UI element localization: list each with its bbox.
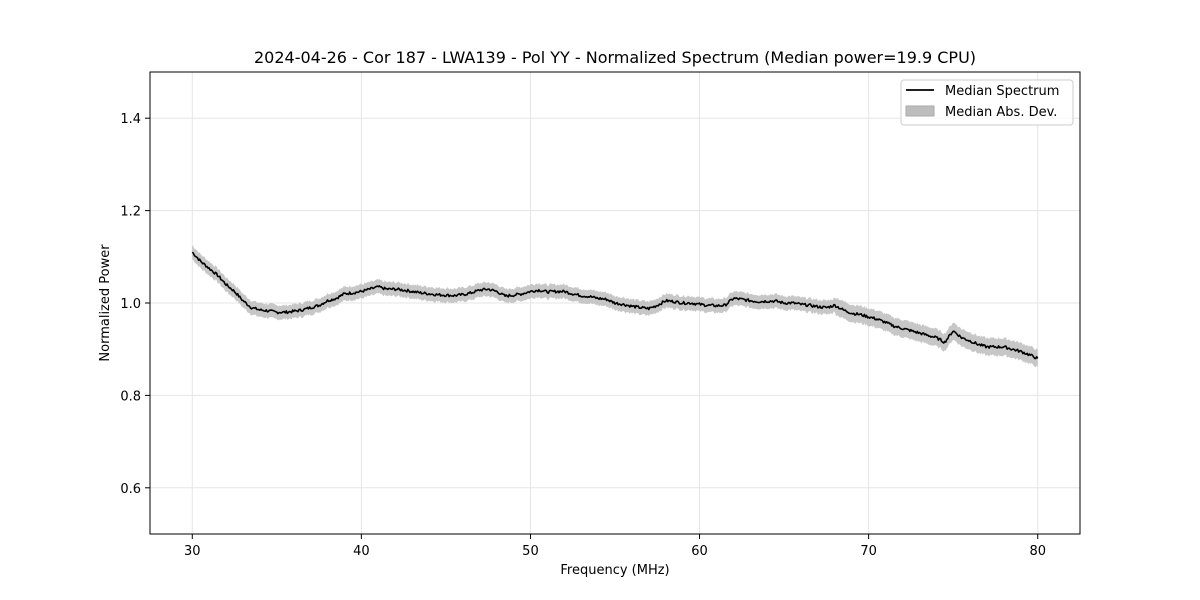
median-line-layer [191,251,1039,360]
x-tick-label: 30 [184,544,201,559]
legend-band-swatch [905,105,935,117]
legend: Median Spectrum Median Abs. Dev. [900,79,1074,126]
mad-band [192,245,1038,368]
legend-box [900,79,1074,126]
y-tick-label: 0.8 [120,389,141,404]
x-tick-label: 50 [522,544,539,559]
mad-band-layer [192,245,1038,368]
x-axis-label: Frequency (MHz) [560,563,669,578]
legend-label-mad: Median Abs. Dev. [945,105,1057,120]
y-tick-label: 0.6 [120,482,141,497]
x-tick-label: 80 [1029,544,1046,559]
y-tick-label: 1.4 [120,112,141,127]
x-tick-label: 40 [353,544,370,559]
x-tick-label: 70 [860,544,877,559]
x-tick-label: 60 [691,544,708,559]
chart-title: 2024-04-26 - Cor 187 - LWA139 - Pol YY -… [254,48,976,67]
axis-ticks: 30 40 50 60 70 80 0.6 0.8 1.0 1.2 1.4 [120,112,1046,559]
median-spectrum-line [191,251,1039,360]
y-axis-label: Normalized Power [98,244,113,362]
y-tick-label: 1.2 [120,205,141,220]
y-tick-label: 1.0 [120,297,141,312]
legend-label-median: Median Spectrum [945,84,1059,99]
